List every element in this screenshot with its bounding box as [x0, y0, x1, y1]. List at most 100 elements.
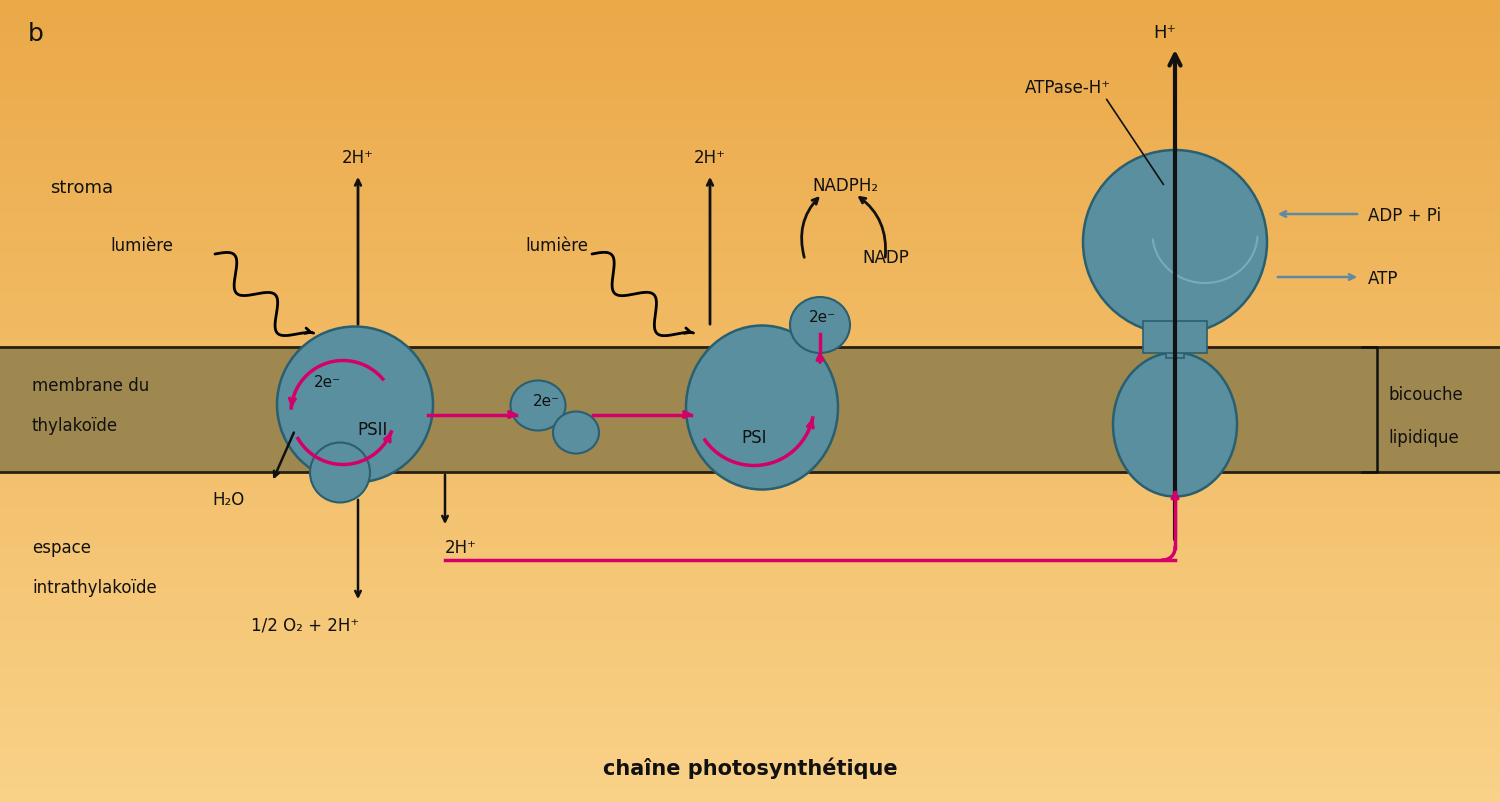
Bar [0, 493, 1500, 501]
Bar [0, 360, 1500, 367]
Ellipse shape [510, 381, 566, 431]
Bar [0, 166, 1500, 174]
Bar [0, 373, 1500, 381]
Bar [0, 387, 1500, 395]
Bar [0, 734, 1500, 742]
Bar [0, 92, 1500, 100]
Bar [0, 106, 1500, 114]
Bar [0, 213, 1500, 221]
Bar [0, 52, 1500, 60]
Bar [0, 627, 1500, 635]
Bar [0, 119, 1500, 127]
Bar [0, 393, 1500, 401]
Bar [0, 741, 1500, 748]
Bar [0, 273, 1500, 281]
Bar [0, 500, 1500, 508]
Bar [0, 253, 1500, 261]
Text: lumière: lumière [525, 237, 588, 255]
Bar [0, 186, 1500, 194]
Bar [0, 607, 1500, 615]
Text: stroma: stroma [50, 179, 112, 196]
Bar [0, 313, 1500, 321]
Bar [0, 112, 1500, 120]
Bar [0, 206, 1500, 214]
Bar [0, 761, 1500, 768]
Bar [0, 647, 1500, 655]
Bar [0, 447, 1500, 455]
Text: ATP: ATP [1368, 269, 1398, 288]
Bar [0, 427, 1500, 435]
Bar [1143, 321, 1208, 353]
Text: membrane du: membrane du [32, 376, 148, 395]
Bar [0, 413, 1500, 421]
Bar [0, 200, 1500, 207]
Bar [0, 547, 1500, 555]
Bar [0, 587, 1500, 595]
Bar [0, 774, 1500, 782]
Circle shape [278, 327, 434, 483]
Bar [0, 634, 1500, 642]
Bar [0, 326, 1500, 334]
Bar [0, 172, 1500, 180]
Bar [0, 407, 1500, 415]
Bar [0, 180, 1500, 187]
Text: 2H⁺: 2H⁺ [342, 149, 374, 167]
Bar [0, 400, 1500, 407]
Text: 2e⁻: 2e⁻ [808, 310, 836, 325]
Bar [0, 192, 1500, 200]
Text: intrathylakoïde: intrathylakoïde [32, 578, 156, 596]
Bar [0, 12, 1500, 20]
Bar [0, 473, 1500, 481]
Bar [0, 601, 1500, 608]
Bar [0, 654, 1500, 662]
Text: lumière: lumière [110, 237, 172, 255]
Bar [0, 333, 1500, 341]
Text: lipidique: lipidique [1388, 429, 1458, 447]
Text: 1/2 O₂ + 2H⁺: 1/2 O₂ + 2H⁺ [251, 616, 358, 634]
Text: bicouche: bicouche [1388, 386, 1462, 404]
Circle shape [310, 443, 370, 503]
Bar [0, 714, 1500, 722]
Bar [0, 240, 1500, 247]
Bar [0, 79, 1500, 87]
Bar [0, 233, 1500, 241]
Bar [0, 513, 1500, 521]
Ellipse shape [1113, 353, 1238, 497]
Bar [0, 146, 1500, 154]
Text: espace: espace [32, 538, 92, 557]
Bar [0, 593, 1500, 602]
Text: chaîne photosynthétique: chaîne photosynthétique [603, 756, 897, 778]
Bar [0, 641, 1500, 648]
Ellipse shape [790, 298, 850, 354]
Text: PSII: PSII [358, 421, 388, 439]
Bar [0, 581, 1500, 588]
Bar [0, 701, 1500, 708]
Bar [0, 59, 1500, 67]
Bar [0, 541, 1500, 548]
Text: 2H⁺: 2H⁺ [446, 538, 477, 557]
Bar [0, 754, 1500, 762]
Bar [0, 0, 1500, 6]
Text: b: b [28, 22, 44, 46]
Bar [0, 66, 1500, 74]
Bar [0, 126, 1500, 134]
Bar [0, 487, 1500, 495]
Bar [0, 721, 1500, 728]
Bar [0, 246, 1500, 254]
Bar [0, 667, 1500, 675]
Bar [0, 320, 1500, 327]
Bar [0, 32, 1500, 40]
Bar [0, 440, 1500, 448]
Bar [0, 132, 1500, 140]
Bar [0, 46, 1500, 54]
Bar [0, 420, 1500, 427]
Text: ADP + Pi: ADP + Pi [1368, 207, 1442, 225]
Text: NADP: NADP [862, 249, 909, 267]
Bar [0, 72, 1500, 80]
Bar [0, 460, 1500, 468]
Bar [0, 306, 1500, 314]
Bar [0, 520, 1500, 528]
Text: PSI: PSI [741, 429, 766, 447]
Bar [0, 19, 1500, 26]
Bar [0, 353, 1500, 361]
